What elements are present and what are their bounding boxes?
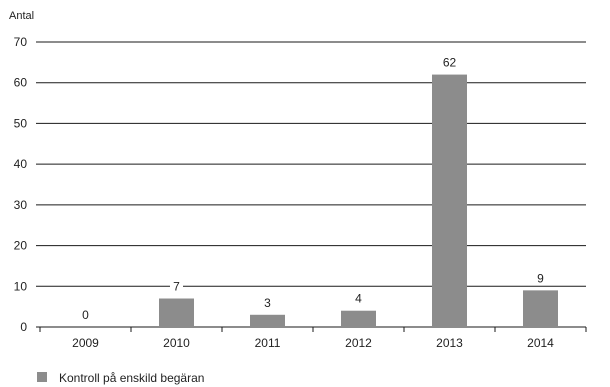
data-label-bg <box>261 296 274 310</box>
x-tick-label: 2014 <box>527 336 554 350</box>
y-axis-ticks: 0 10 20 30 40 50 60 70 <box>14 35 28 334</box>
data-label-2009: 0 <box>82 308 89 322</box>
bar-2014 <box>523 290 558 327</box>
legend: Kontroll på enskild begäran <box>37 371 204 385</box>
y-tick-label: 0 <box>20 320 27 334</box>
legend-label: Kontroll på enskild begäran <box>59 371 204 385</box>
data-label-2013: 62 <box>443 56 457 70</box>
y-tick-label: 50 <box>14 116 28 130</box>
y-tick-label: 20 <box>14 239 28 253</box>
bar-2013 <box>432 74 467 327</box>
data-label-bg <box>352 292 365 306</box>
bar-2011 <box>250 314 285 327</box>
x-tick-label: 2011 <box>255 336 281 350</box>
bar-2012 <box>341 310 376 327</box>
data-label-bg <box>79 309 92 322</box>
x-axis: 2009 2010 2011 2012 2013 2014 <box>39 327 587 350</box>
x-tick-label: 2010 <box>163 336 190 350</box>
y-axis-label: Antal <box>9 10 34 22</box>
data-label-2014: 9 <box>537 271 544 285</box>
data-label-bg <box>439 56 460 70</box>
bar-2010 <box>159 298 194 327</box>
legend-swatch <box>37 372 47 382</box>
x-tick-label: 2012 <box>345 336 372 350</box>
data-labels: 0 7 3 4 62 9 <box>79 56 547 322</box>
data-label-2010: 7 <box>173 280 180 294</box>
gridlines <box>36 41 586 328</box>
x-tick-label: 2013 <box>436 336 463 350</box>
y-tick-label: 30 <box>14 198 28 212</box>
bars <box>159 74 558 327</box>
x-tick-label: 2009 <box>72 336 99 350</box>
y-tick-label: 40 <box>14 157 28 171</box>
y-tick-label: 60 <box>14 76 28 90</box>
data-label-bg <box>534 272 547 286</box>
data-label-2012: 4 <box>355 292 362 306</box>
data-label-2011: 3 <box>264 296 271 310</box>
data-label-bg <box>170 280 183 294</box>
y-tick-label: 70 <box>14 35 28 49</box>
y-tick-label: 10 <box>14 279 28 293</box>
